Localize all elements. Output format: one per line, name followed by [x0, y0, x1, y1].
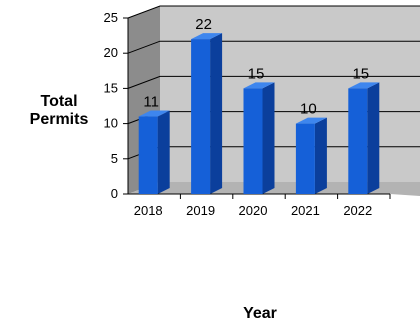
- bar-side: [262, 82, 275, 194]
- data-label: 11: [143, 94, 159, 111]
- gridline: [127, 5, 420, 19]
- x-tick-label: 2022: [343, 203, 372, 218]
- data-label: 10: [300, 101, 317, 118]
- bar-side: [314, 117, 327, 194]
- bar-top: [348, 82, 380, 89]
- bar: [138, 116, 158, 194]
- y-tick-label: 15: [104, 80, 118, 95]
- x-tick-label: 2018: [134, 203, 163, 218]
- y-tick-label: 20: [104, 45, 118, 60]
- bar-top: [191, 33, 223, 40]
- bar-side: [157, 110, 170, 194]
- bar-top: [243, 82, 275, 89]
- y-axis-title-line1: Total: [40, 93, 78, 110]
- bar: [191, 39, 211, 195]
- data-label: 22: [195, 16, 212, 33]
- y-tick-label: 0: [111, 186, 118, 201]
- bar: [295, 123, 315, 194]
- y-axis-title-line2: Permits: [29, 111, 89, 128]
- y-axis-title: Total Permits: [14, 93, 104, 129]
- x-tick-label: 2021: [291, 203, 320, 218]
- bar-side: [210, 33, 223, 195]
- x-tick-label: 2020: [239, 203, 268, 218]
- bar-side: [367, 82, 380, 194]
- x-tick-label: 2019: [186, 203, 215, 218]
- y-tick-label: 10: [104, 116, 118, 131]
- data-label: 15: [248, 65, 265, 82]
- x-axis-title: Year: [243, 305, 277, 322]
- bar-top: [295, 117, 327, 124]
- y-tick-label: 5: [111, 151, 118, 166]
- y-tick-label: 25: [104, 10, 118, 25]
- bar: [243, 88, 263, 194]
- bar: [348, 88, 368, 194]
- gridline: [127, 40, 420, 54]
- data-label: 15: [352, 65, 369, 82]
- gridline: [127, 75, 420, 89]
- bar-top: [138, 110, 170, 117]
